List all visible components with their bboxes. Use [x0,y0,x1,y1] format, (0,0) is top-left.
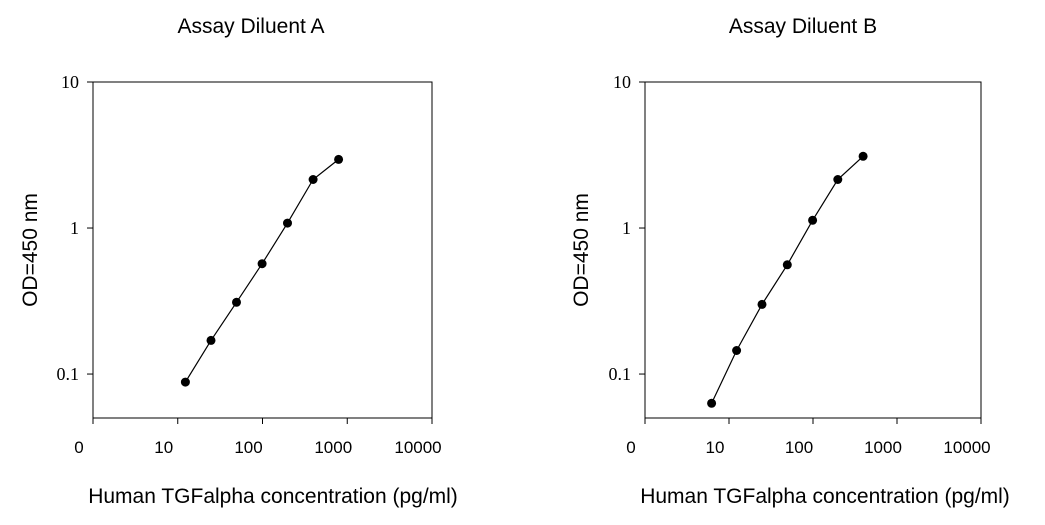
y-axis-label: OD=450 nm [19,193,42,307]
data-point [308,175,318,184]
series-line [711,155,864,404]
x-axis-label: Human TGFalpha concentration (pg/ml) [88,485,458,508]
x-tick-label: 1000 [314,438,352,457]
data-point [833,175,843,184]
axis-ticks [639,81,982,424]
y-tick-label: 0.1 [609,364,632,384]
data-point [782,260,792,270]
data-point [808,215,818,225]
y-tick-label: 1 [70,218,79,238]
x-tick-label: 1000 [864,438,902,457]
data-point [757,299,767,309]
y-axis-label: OD=450 nm [570,193,593,307]
data-point [206,335,216,345]
x-tick-label: 10 [154,438,173,457]
chart-panel-assay-diluent-a: Assay Diluent A OD=450 nm Human TGFalpha… [19,15,458,508]
x-tick-label: 10 [706,438,725,457]
data-point [732,346,742,355]
plot-frame [644,81,982,419]
x-axis-label: Human TGFalpha concentration (pg/ml) [640,485,1010,508]
data-point [232,297,241,307]
y-tick-label: 0.1 [57,364,80,384]
data-point [334,154,344,164]
axis-ticks [87,81,433,424]
series-marks [180,154,344,387]
x-tick-label: 100 [785,438,813,457]
y-tick-label: 1 [622,218,631,238]
data-point [257,259,267,269]
data-point [707,398,717,408]
data-point [858,151,868,161]
series-marks [707,151,868,408]
chart-panel-assay-diluent-b: Assay Diluent B OD=450 nm Human TGFalpha… [570,15,1010,508]
tick-labels: 0 10 100 1000 10000 10 1 0.1 [57,72,442,457]
tick-labels: 0 10 100 1000 10000 10 1 0.1 [609,72,991,457]
series-line [184,158,339,383]
x-tick-label: 100 [234,438,262,457]
data-point [180,377,190,387]
plot-frame [92,81,433,419]
x-tick-label: 10000 [394,438,441,457]
chart-title: Assay Diluent A [177,15,324,38]
data-point [283,218,292,228]
x-tick-label: 0 [74,438,83,457]
x-tick-label: 0 [626,438,635,457]
chart-title: Assay Diluent B [729,15,877,38]
y-tick-label: 10 [613,72,631,92]
y-tick-label: 10 [61,72,79,92]
x-tick-label: 10000 [943,438,990,457]
